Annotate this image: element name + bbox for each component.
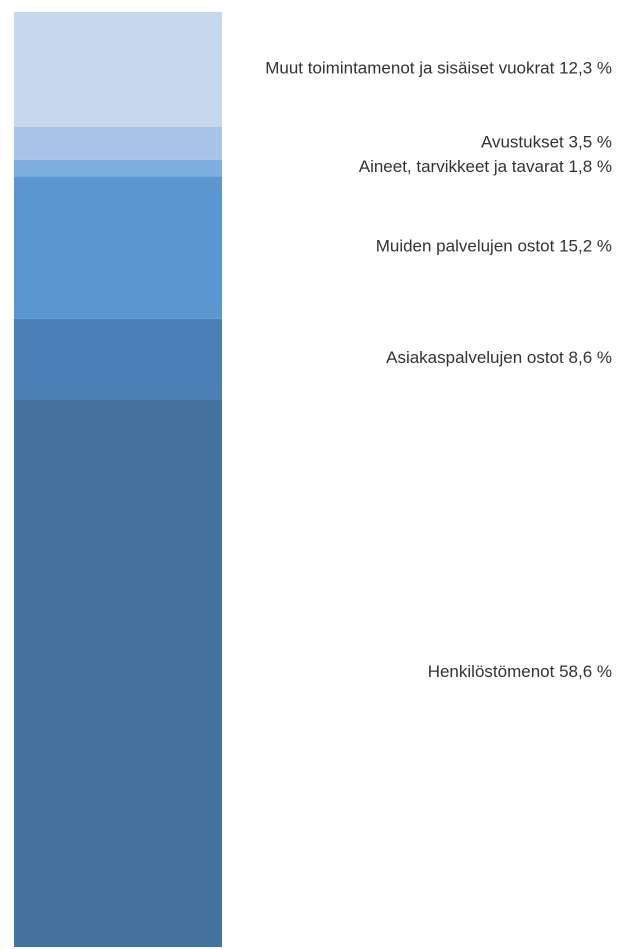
- segment-value: 1,8 %: [569, 158, 612, 177]
- segment-name: Muut toimintamenot ja sisäiset vuokrat: [265, 59, 554, 78]
- segment-label: Avustukset 3,5 %: [481, 133, 612, 152]
- segment-name: Henkilöstömenot: [428, 663, 555, 682]
- segment-value: 58,6 %: [559, 663, 612, 682]
- segment-label: Asiakaspalvelujen ostot 8,6 %: [386, 348, 612, 367]
- segment-label: Henkilöstömenot 58,6 %: [428, 663, 612, 682]
- segment-value: 8,6 %: [569, 348, 612, 367]
- bar-segment: [14, 318, 222, 400]
- segment-name: Asiakaspalvelujen ostot: [386, 348, 564, 367]
- segment-label: Muut toimintamenot ja sisäiset vuokrat 1…: [265, 59, 612, 78]
- segment-value: 12,3 %: [559, 59, 612, 78]
- segment-name: Avustukset: [481, 133, 564, 152]
- segment-label: Aineet, tarvikkeet ja tavarat 1,8 %: [359, 158, 612, 177]
- bar-segment: [14, 399, 222, 948]
- segment-value: 3,5 %: [569, 133, 612, 152]
- segment-value: 15,2 %: [559, 237, 612, 256]
- bar-segment: [14, 127, 222, 160]
- segment-name: Aineet, tarvikkeet ja tavarat: [359, 158, 564, 177]
- bar-segment: [14, 176, 222, 319]
- segment-label: Muiden palvelujen ostot 15,2 %: [376, 237, 612, 256]
- segment-name: Muiden palvelujen ostot: [376, 237, 555, 256]
- bar-segment: [14, 12, 222, 128]
- bar-segment: [14, 159, 222, 177]
